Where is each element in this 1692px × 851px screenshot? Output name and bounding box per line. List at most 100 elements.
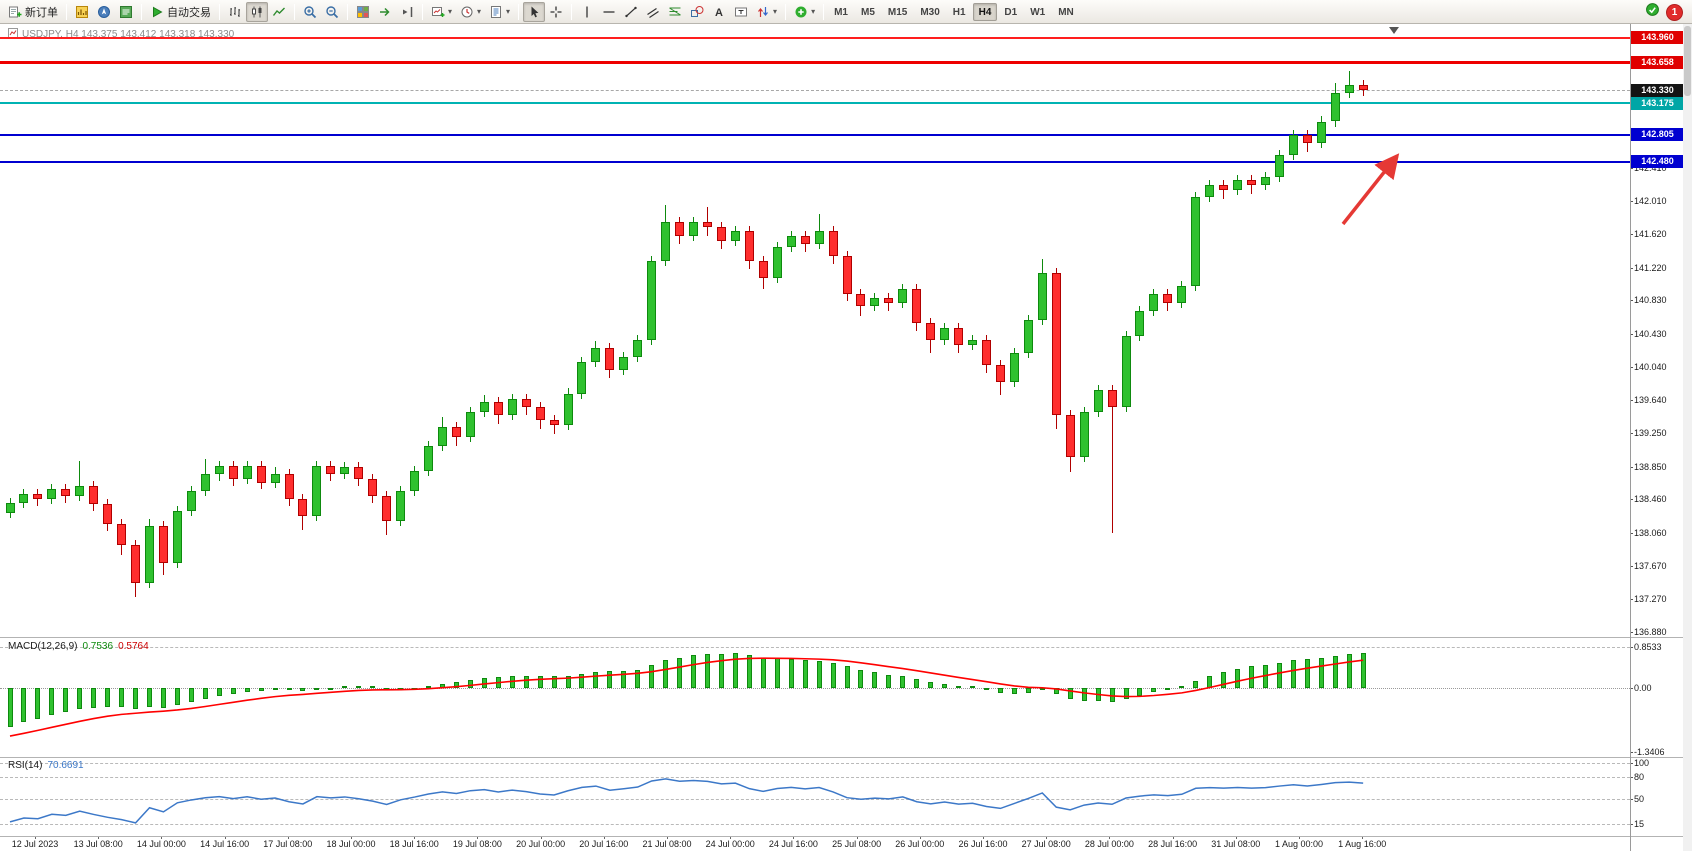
timeframe-m30[interactable]: M30 — [920, 6, 940, 18]
macd-histogram-bar — [551, 676, 557, 688]
candle — [47, 489, 57, 500]
chart-shift-marker[interactable] — [1389, 27, 1399, 34]
candle — [298, 499, 308, 517]
price-badge-143.175: 143.175 — [1631, 96, 1684, 110]
time-label: 28 Jul 00:00 — [1084, 839, 1134, 849]
channel-button[interactable] — [642, 2, 664, 22]
candle-wick — [776, 242, 778, 283]
macd-histogram-bar — [746, 655, 752, 688]
rsi-label: RSI(14) 70.6691 — [8, 760, 84, 771]
profiles-button[interactable]: ▾ — [456, 2, 485, 22]
chart-candles-button[interactable] — [246, 1, 268, 22]
price-tick: 138.850 — [1630, 461, 1667, 472]
candle — [242, 465, 252, 480]
notification-badge[interactable]: 1 — [1667, 4, 1682, 20]
navigator-button[interactable] — [93, 2, 115, 22]
macd-separator[interactable] — [0, 637, 1692, 638]
macd-label: MACD(12,26,9) 0.7536 0.5764 — [8, 641, 149, 652]
candle-wick — [1320, 116, 1322, 149]
candle-wick — [497, 396, 499, 424]
candle-wick — [762, 255, 764, 290]
candle-wick — [176, 506, 178, 569]
timeframe-mn[interactable]: MN — [1058, 6, 1074, 18]
chevron-down-icon: ▾ — [448, 6, 453, 16]
price-tick: 138.060 — [1630, 527, 1667, 538]
timeframe-w1[interactable]: W1 — [1030, 6, 1046, 18]
horizontal-line-142.48[interactable] — [0, 160, 1630, 163]
auto-scroll-button[interactable] — [374, 2, 396, 22]
profiles-icon — [460, 5, 474, 19]
macd-histogram-bar — [1109, 688, 1115, 702]
timeframe-h1[interactable]: H1 — [952, 6, 966, 18]
connection-status-icon[interactable] — [1645, 2, 1660, 22]
horizontal-line-142.805[interactable] — [0, 133, 1630, 136]
candle — [842, 255, 852, 295]
time-label: 26 Jul 16:00 — [958, 839, 1008, 849]
horizontal-line-button[interactable] — [598, 2, 620, 22]
terminal-button[interactable] — [115, 2, 137, 22]
candle-wick — [637, 334, 639, 362]
price-tick: 141.220 — [1630, 262, 1667, 273]
candle — [1205, 185, 1215, 198]
chart-line-icon — [272, 5, 286, 19]
macd-histogram-bar — [1025, 688, 1031, 693]
shapes-button[interactable] — [686, 2, 708, 22]
new-chart-button[interactable]: ▾ — [427, 2, 456, 22]
cursor-button[interactable] — [523, 1, 546, 22]
chart-shift-button[interactable] — [396, 2, 418, 22]
candle — [1288, 134, 1298, 156]
horizontal-line-143.175[interactable] — [0, 102, 1630, 105]
candle-wick — [1055, 267, 1057, 429]
rsi-value: 70.6691 — [47, 760, 84, 771]
zoom-in-button[interactable] — [299, 2, 321, 22]
macd-histogram-bar — [816, 660, 822, 688]
timeframe-d1[interactable]: D1 — [1004, 6, 1018, 18]
horizontal-line-143.658[interactable] — [0, 61, 1630, 65]
arrows-button[interactable]: ▾ — [752, 2, 781, 22]
market-watch-button[interactable] — [71, 2, 93, 22]
timeframe-m15[interactable]: M15 — [887, 6, 908, 18]
candle-wick — [679, 217, 681, 245]
rsi-separator[interactable] — [0, 757, 1692, 758]
text-button[interactable]: A — [708, 2, 730, 22]
label-button[interactable] — [730, 2, 752, 22]
candle-wick — [999, 359, 1001, 396]
arrow-annotation[interactable] — [1325, 138, 1420, 238]
templates-button[interactable]: ▾ — [485, 2, 514, 22]
indicators-button[interactable]: ▾ — [790, 2, 819, 22]
current-price-line — [0, 90, 1630, 92]
scrollbar-thumb[interactable] — [1684, 26, 1691, 96]
candle — [577, 361, 587, 394]
chart-line-button[interactable] — [268, 2, 290, 22]
horizontal-line-143.96[interactable] — [0, 36, 1630, 39]
vertical-line-button[interactable] — [576, 2, 598, 22]
candle — [89, 485, 99, 505]
timeframe-m5[interactable]: M5 — [860, 6, 875, 18]
macd-histogram-bar — [1053, 688, 1059, 694]
autotrading-button[interactable]: 自动交易 — [146, 2, 215, 22]
candle — [493, 401, 503, 416]
vline-icon — [580, 5, 594, 19]
price-badge-143.658: 143.658 — [1631, 56, 1684, 70]
chart-bars-button[interactable] — [224, 2, 246, 22]
time-label: 27 Jul 08:00 — [1021, 839, 1071, 849]
channel-icon — [646, 5, 660, 19]
macd-histogram-bar — [1095, 688, 1101, 701]
crosshair-button[interactable] — [545, 2, 567, 22]
candle — [1219, 185, 1229, 191]
new-order-button[interactable]: 新订单 — [4, 2, 62, 22]
hline-icon — [602, 5, 616, 19]
tile-windows-button[interactable] — [352, 2, 374, 22]
trendline-button[interactable] — [620, 2, 642, 22]
timeframe-m1[interactable]: M1 — [834, 6, 848, 18]
vertical-scrollbar[interactable] — [1683, 24, 1692, 851]
candle-wick — [1111, 385, 1113, 533]
macd-histogram-bar — [635, 669, 641, 688]
candle — [954, 328, 964, 345]
timeframe-h4[interactable]: H4 — [972, 2, 998, 21]
time-label: 28 Jul 16:00 — [1148, 839, 1198, 849]
fibonacci-button[interactable] — [664, 2, 686, 22]
price-badge-142.480: 142.480 — [1631, 155, 1684, 169]
zoom-out-button[interactable] — [321, 2, 343, 22]
